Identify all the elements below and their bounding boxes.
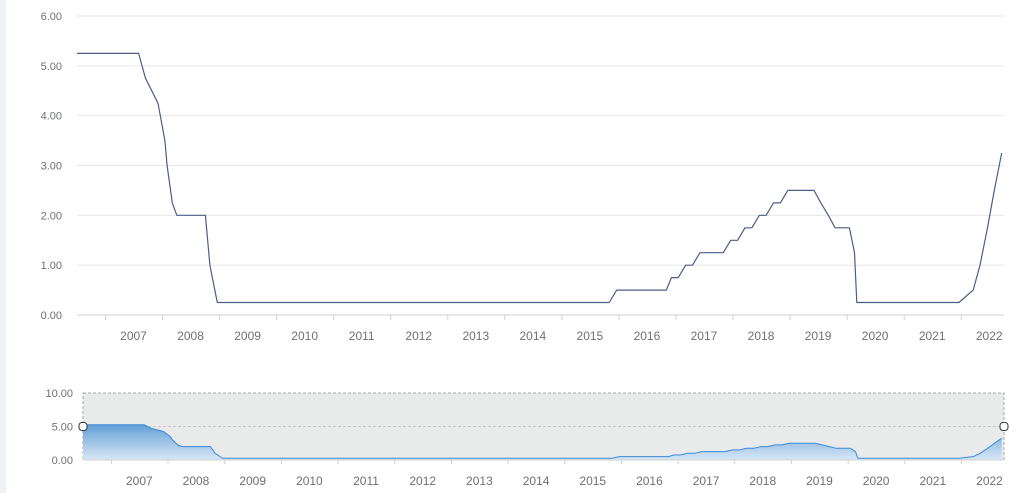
zoom-x-tick-label: 2012 (409, 474, 436, 488)
left-edge-strip (0, 0, 6, 493)
x-tick-label: 2011 (349, 329, 375, 343)
x-tick-label: 2008 (177, 329, 204, 343)
zoom-x-tick-label: 2011 (353, 474, 379, 488)
zoom-x-tick-label: 2010 (296, 474, 323, 488)
x-tick-label: 2020 (862, 329, 889, 343)
x-tick-label: 2017 (691, 329, 718, 343)
zoom-y-tick-label: 5.00 (52, 422, 73, 434)
zoom-x-tick-label: 2017 (693, 474, 720, 488)
zoom-slider[interactable]: 0.00 5.00 10.00 2007 2008 2009 2010 2011 2012 201… (45, 388, 1009, 488)
series-line (77, 52, 1003, 304)
y-tick-label: 3.00 (41, 161, 62, 173)
x-tick-label: 2015 (577, 329, 604, 343)
x-tick-label: 2018 (748, 329, 775, 343)
zoom-x-tick-label: 2008 (183, 474, 210, 488)
y-tick-label: 0.00 (41, 310, 62, 322)
zoom-handle-left[interactable] (78, 422, 88, 431)
zoom-series-area (83, 424, 1002, 460)
zoom-x-tick-label: 2018 (749, 474, 776, 488)
x-tick-label: 2010 (291, 329, 318, 343)
zoom-x-tick-label: 2021 (919, 474, 946, 488)
y-tick-label: 1.00 (41, 260, 62, 272)
y-tick-label: 2.00 (41, 210, 62, 222)
zoom-x-tick-label: 2016 (636, 474, 663, 488)
zoom-x-tick-label: 2009 (239, 474, 266, 488)
zoom-series-line (83, 424, 1002, 459)
x-tick-label: 2013 (462, 329, 489, 343)
y-tick-label: 6.00 (41, 11, 62, 23)
x-tick-label: 2014 (519, 329, 546, 343)
zoom-x-tick-label: 2022 (976, 474, 1003, 488)
x-tick-label: 2019 (805, 329, 832, 343)
zoom-y-tick-label: 10.00 (45, 388, 73, 400)
x-tick-label: 2009 (234, 329, 261, 343)
zoom-handle-right[interactable] (999, 422, 1009, 431)
zoom-x-tick-label: 2015 (579, 474, 606, 488)
zoom-x-tick-label: 2019 (806, 474, 833, 488)
x-tick-label: 2016 (634, 329, 661, 343)
zoom-x-tick-label: 2007 (126, 474, 153, 488)
main-plot: 0.00 1.00 2.00 3.00 4.00 5.00 6.00 2007 2008 2009… (41, 11, 1004, 343)
zoom-x-tick-label: 2014 (523, 474, 550, 488)
zoom-y-tick-label: 0.00 (52, 455, 73, 467)
x-tick-label: 2021 (919, 329, 946, 343)
zoom-x-tick-label: 2013 (466, 474, 493, 488)
x-tick-label: 2012 (405, 329, 432, 343)
y-tick-label: 5.00 (41, 61, 62, 73)
x-tick-label: 2007 (120, 329, 147, 343)
x-tick-label: 2022 (976, 329, 1003, 343)
y-tick-label: 4.00 (41, 111, 62, 123)
zoom-x-tick-label: 2020 (863, 474, 890, 488)
